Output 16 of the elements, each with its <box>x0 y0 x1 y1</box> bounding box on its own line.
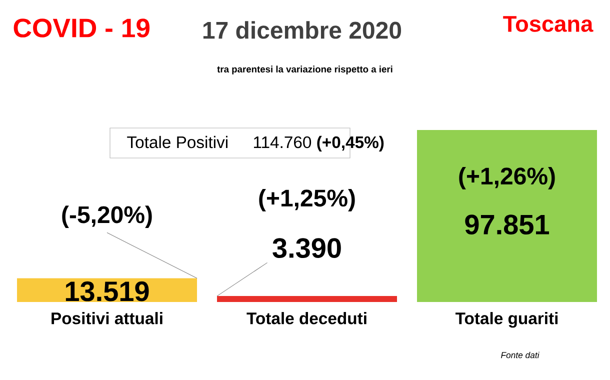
annotation: (-5,20%) <box>62 206 152 228</box>
text: tra parentesi la variazione rispetto a ieri <box>217 66 392 74</box>
x-tick-label: Totale guariti <box>455 312 558 328</box>
annotation: (+1,25%) <box>259 188 355 212</box>
text: Toscana <box>503 16 594 32</box>
x-tick-label: Positivi attuali <box>52 312 162 324</box>
data-label: 3.390 <box>272 238 341 258</box>
chart-subtitle: 17 dicembre 2020 <box>203 21 402 39</box>
data-label: 13.519 <box>66 281 149 302</box>
annotation: Totale Positivi <box>127 136 228 148</box>
data-label: 97.851 <box>465 214 550 235</box>
annotation: 114.760 (+0,45%) <box>254 136 384 152</box>
source-note: Fonte dati <box>501 352 540 358</box>
x-tick-label: Totale deceduti <box>246 312 366 324</box>
chart-title: COVID - 19 <box>14 18 150 38</box>
annotation: (+1,26%) <box>459 166 555 190</box>
